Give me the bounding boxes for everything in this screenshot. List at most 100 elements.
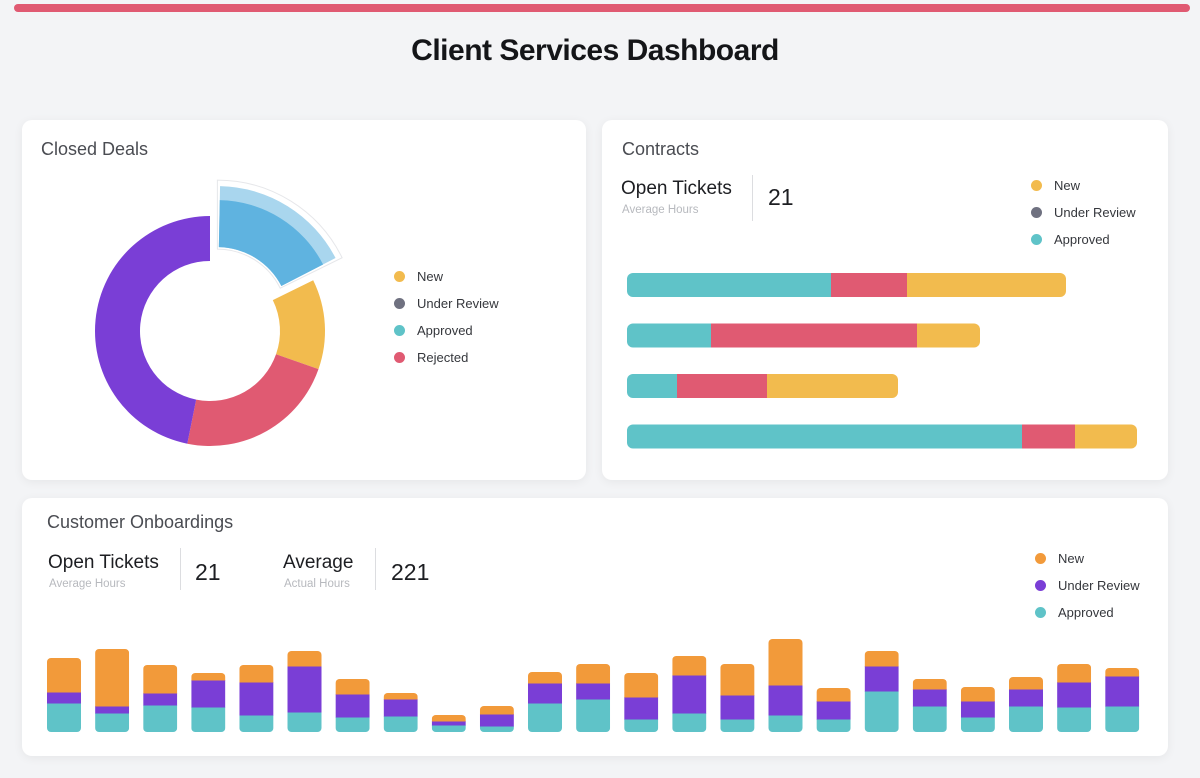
open-tickets-value: 21 xyxy=(768,184,794,210)
contracts-bar-segment-new xyxy=(917,323,980,348)
legend-dot-rejected xyxy=(394,352,405,363)
onboardings-bar-column xyxy=(431,715,466,732)
contracts-card: Contracts Open Tickets Average Hours 21 … xyxy=(602,120,1168,480)
onboardings-bar-column xyxy=(1105,668,1140,732)
onboardings-bar-segment-under-review xyxy=(431,721,466,726)
top-accent-bar xyxy=(14,4,1190,12)
onboardings-bar-segment-under-review xyxy=(672,675,707,714)
donut-slice-rejected xyxy=(187,354,319,446)
onboardings-bar-column xyxy=(47,658,81,732)
onboardings-bar-segment-approved xyxy=(816,719,851,732)
onboardings-bar-segment-approved xyxy=(239,715,274,732)
onboardings-bar-segment-approved xyxy=(1105,706,1140,732)
onboardings-bar-segment-approved xyxy=(576,699,611,732)
average-value: 221 xyxy=(391,559,430,585)
contracts-bar-segment-approved xyxy=(627,323,712,348)
onboardings-legend: New Under Review Approved xyxy=(1035,545,1140,626)
onboardings-bar-segment-under-review xyxy=(47,692,81,704)
legend-item-under-review: Under Review xyxy=(394,290,499,317)
closed-deals-card: Closed Deals New Under Review Approved R… xyxy=(22,120,586,480)
onboardings-bar-segment-new xyxy=(960,687,995,702)
onboardings-bar-column xyxy=(479,706,514,732)
onboardings-bar-column xyxy=(672,656,707,732)
onboardings-bar-column xyxy=(912,679,947,732)
onboardings-bar-segment-new xyxy=(239,665,274,683)
legend-label-new: New xyxy=(1058,551,1085,566)
onboardings-bar-segment-under-review xyxy=(960,701,995,718)
legend-label-under-review: Under Review xyxy=(1054,205,1136,220)
onboardings-bar-segment-new xyxy=(479,706,514,715)
onboardings-bar-segment-approved xyxy=(479,726,514,732)
open-tickets-sublabel: Average Hours xyxy=(622,204,699,216)
onboardings-bar-segment-approved xyxy=(960,717,995,732)
average-sublabel: Actual Hours xyxy=(284,578,350,590)
onboardings-bar-segment-approved xyxy=(191,707,226,732)
onboardings-bar-segment-under-review xyxy=(768,685,803,716)
onboardings-bar-segment-under-review xyxy=(720,695,755,720)
open-tickets-sublabel: Average Hours xyxy=(49,578,126,590)
stat-divider xyxy=(180,548,181,590)
closed-deals-title: Closed Deals xyxy=(41,139,149,159)
onboardings-bar-column xyxy=(576,664,611,732)
legend-dot-new xyxy=(1035,553,1046,564)
onboardings-bar-segment-new xyxy=(335,679,370,695)
onboardings-bar-segment-new xyxy=(768,639,803,686)
contracts-bar-row xyxy=(627,273,1066,297)
onboardings-bar-segment-under-review xyxy=(816,701,851,720)
onboardings-bar-column xyxy=(1009,677,1043,732)
onboardings-bar-segment-approved xyxy=(720,719,755,732)
legend-item-approved: Approved xyxy=(1031,226,1136,253)
onboardings-bar-segment-new xyxy=(864,651,899,667)
onboardings-bar-segment-new xyxy=(143,665,178,694)
legend-label-approved: Approved xyxy=(1058,605,1114,620)
open-tickets-label: Open Tickets xyxy=(621,178,732,199)
contracts-bar-segment-approved xyxy=(627,424,1023,449)
legend-dot-approved xyxy=(394,325,405,336)
donut-slice-approved xyxy=(216,179,343,289)
legend-label-under-review: Under Review xyxy=(1058,578,1140,593)
stat-divider xyxy=(752,175,753,221)
onboardings-bar-segment-new xyxy=(191,673,226,681)
closed-deals-legend: New Under Review Approved Rejected xyxy=(394,263,499,371)
onboardings-bar-segment-approved xyxy=(768,715,803,732)
onboardings-bar-segment-new xyxy=(672,656,707,676)
onboardings-bar-column xyxy=(864,651,899,732)
contracts-bar-segment-rejected xyxy=(677,374,768,398)
onboardings-bar-segment-approved xyxy=(95,713,130,732)
onboardings-bar-segment-approved xyxy=(335,717,370,732)
legend-dot-under-review xyxy=(1031,207,1042,218)
average-label: Average xyxy=(283,552,354,573)
onboardings-bar-column xyxy=(816,688,851,732)
contracts-bar-segment-new xyxy=(907,273,1066,297)
onboardings-bar-column xyxy=(768,639,803,732)
onboardings-stacked-bar-chart xyxy=(47,639,1140,732)
onboardings-bar-segment-approved xyxy=(143,705,178,732)
legend-dot-approved xyxy=(1035,607,1046,618)
onboardings-bar-segment-new xyxy=(95,649,130,707)
onboardings-bar-segment-new xyxy=(720,664,755,696)
onboardings-bar-segment-approved xyxy=(528,703,562,732)
onboardings-bar-segment-under-review xyxy=(1009,689,1043,707)
onboardings-bar-column xyxy=(191,673,226,732)
contracts-title: Contracts xyxy=(622,139,700,159)
onboardings-bar-segment-new xyxy=(1057,664,1092,683)
onboardings-bar-segment-new xyxy=(1105,668,1140,677)
onboardings-bar-segment-new xyxy=(816,688,851,702)
onboardings-bar-segment-approved xyxy=(1057,707,1092,732)
legend-dot-under-review xyxy=(394,298,405,309)
legend-label-new: New xyxy=(1054,178,1081,193)
customer-onboardings-card: Customer Onboardings Open Tickets Averag… xyxy=(22,498,1168,756)
legend-dot-under-review xyxy=(1035,580,1046,591)
legend-label-new: New xyxy=(417,269,444,284)
onboardings-bar-segment-new xyxy=(528,672,562,684)
onboardings-bar-segment-under-review xyxy=(191,680,226,708)
contracts-bar-segment-approved xyxy=(627,273,832,297)
contracts-legend: New Under Review Approved xyxy=(1031,172,1136,253)
legend-item-under-review: Under Review xyxy=(1031,199,1136,226)
onboardings-bar-segment-approved xyxy=(912,706,947,732)
legend-label-approved: Approved xyxy=(417,323,473,338)
onboardings-bar-column xyxy=(1057,664,1092,732)
legend-label-rejected: Rejected xyxy=(417,350,469,365)
legend-item-new: New xyxy=(1035,545,1140,572)
legend-item-approved: Approved xyxy=(394,317,499,344)
